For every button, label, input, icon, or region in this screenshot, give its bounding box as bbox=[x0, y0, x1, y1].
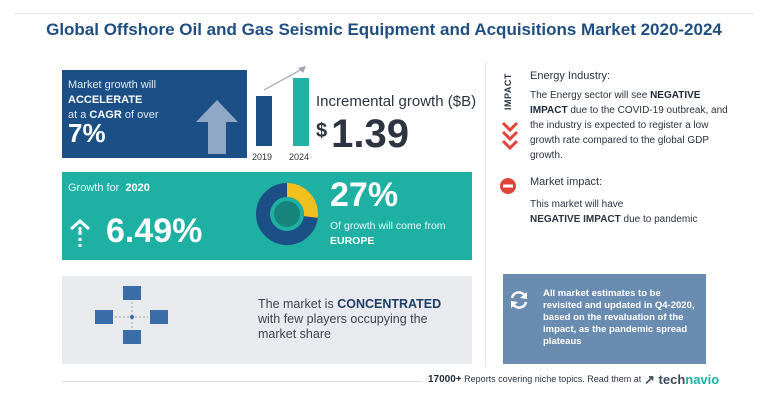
logo-icon: ↗ bbox=[644, 372, 655, 387]
growth-value: 6.49% bbox=[106, 212, 203, 250]
refresh-icon bbox=[510, 291, 528, 309]
page-title: Global Offshore Oil and Gas Seismic Equi… bbox=[46, 20, 722, 39]
cagr-card: Market growth will ACCELERATE at a CAGR … bbox=[62, 70, 247, 158]
bar-2024 bbox=[293, 78, 309, 146]
growth-arrow-icon bbox=[70, 218, 90, 247]
bar-2019 bbox=[256, 96, 272, 146]
region-share-note: Of growth will come from bbox=[330, 220, 446, 232]
column-divider bbox=[485, 62, 486, 367]
incremental-growth-value: $1.39 bbox=[316, 112, 409, 156]
year-start-label: 2019 bbox=[252, 152, 273, 162]
network-buildings-icon bbox=[95, 286, 168, 344]
footer-rule bbox=[62, 381, 422, 382]
energy-text: The Energy sector will see NEGATIVE IMPA… bbox=[530, 90, 728, 161]
technavio-logo[interactable]: ↗ technavio bbox=[644, 372, 720, 387]
year-end-label: 2024 bbox=[289, 152, 310, 162]
cagr-value: 7% bbox=[68, 118, 106, 148]
title-rule bbox=[14, 13, 754, 14]
impact-label: IMPACT bbox=[503, 73, 513, 110]
chevron-down-icon bbox=[501, 121, 519, 150]
concentration-text: The market is CONCENTRATED with few play… bbox=[258, 297, 442, 341]
estimates-text: All market estimates to be revisited and… bbox=[543, 288, 695, 347]
trend-arrow-icon bbox=[263, 66, 306, 91]
estimates-card: All market estimates to be revisited and… bbox=[503, 274, 706, 364]
negative-impact-icon bbox=[500, 178, 516, 194]
footer-text: 17000+ Reports covering niche topics. Re… bbox=[428, 374, 642, 385]
market-impact-text: This market will have NEGATIVE IMPACT du… bbox=[530, 199, 698, 225]
energy-heading: Energy Industry: bbox=[530, 70, 611, 82]
region-share-donut bbox=[256, 183, 318, 245]
incremental-growth-label: Incremental growth ($B) bbox=[316, 93, 477, 110]
region-name: EUROPE bbox=[330, 235, 375, 247]
donut-share-arc bbox=[256, 183, 318, 245]
growth-label: Growth for 2020 bbox=[68, 182, 150, 194]
up-arrow-icon bbox=[196, 100, 238, 154]
market-impact-heading: Market impact: bbox=[530, 176, 603, 188]
cagr-text: Market growth will ACCELERATE at a CAGR … bbox=[68, 79, 159, 121]
region-share-value: 27% bbox=[330, 176, 399, 214]
